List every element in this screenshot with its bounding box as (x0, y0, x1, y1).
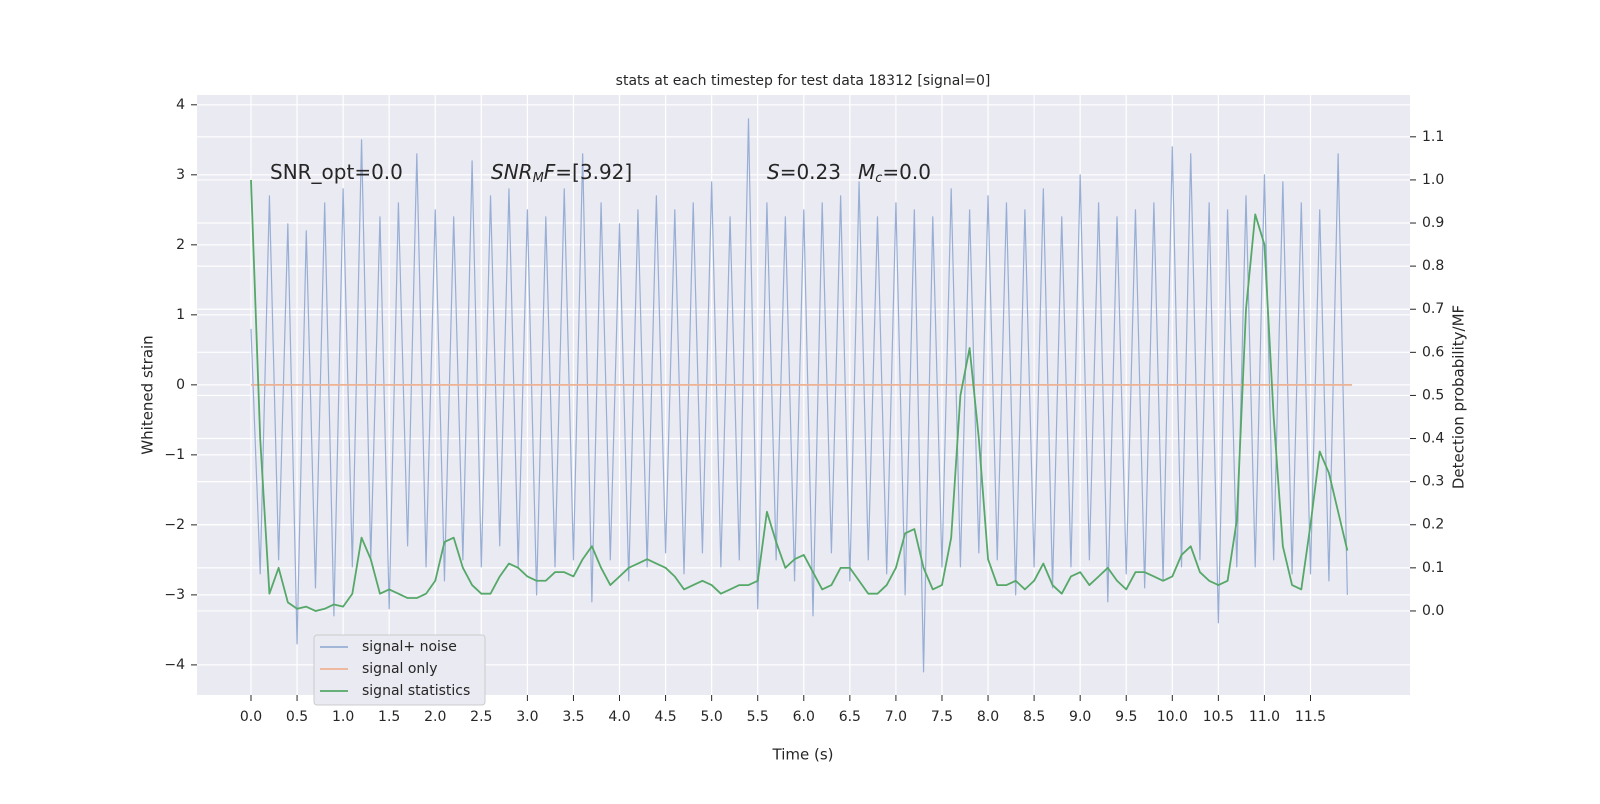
y-tick-label: −1 (164, 447, 185, 463)
x-tick-label: 3.0 (516, 709, 538, 725)
x-tick-label: 7.5 (931, 709, 953, 725)
annotation: SNRMF=[3.92] (491, 160, 632, 186)
x-axis-label: Time (s) (772, 746, 834, 764)
x-tick-label: 7.0 (885, 709, 907, 725)
x-tick-label: 11.0 (1249, 709, 1280, 725)
y2-tick-label: 0.5 (1422, 387, 1444, 403)
annotation-part: SNR_opt=0.0 (270, 160, 403, 184)
annotation-part: SNR (491, 160, 533, 184)
x-tick-label: 2.0 (424, 709, 446, 725)
annotation: S=0.23 (767, 160, 841, 184)
x-tick-label: 1.5 (378, 709, 400, 725)
y-tick-label: −3 (164, 587, 185, 603)
y-tick-label: −2 (164, 517, 185, 533)
y-tick-label: 0 (176, 377, 185, 393)
annotation: SNR_opt=0.0 (270, 160, 403, 184)
x-tick-label: 5.5 (747, 709, 769, 725)
x-tick-label: 4.0 (608, 709, 630, 725)
annotation-part: =0.23 (780, 160, 841, 184)
y2-tick-label: 0.3 (1422, 474, 1444, 490)
y2-tick-label: 1.1 (1422, 129, 1444, 145)
series-line (250, 179, 1349, 612)
x-tick-label: 8.0 (977, 709, 999, 725)
annotation-part: F (544, 160, 556, 184)
y2-tick-label: 1.0 (1422, 172, 1444, 188)
legend-label: signal+ noise (362, 639, 457, 655)
annotation-part: M (533, 171, 544, 186)
annotation: Mc=0.0 (858, 160, 931, 186)
y2-tick-label: 0.2 (1422, 517, 1444, 533)
y-tick-label: 1 (176, 307, 185, 323)
annotation-part: M (858, 160, 875, 184)
y2-tick-label: 0.4 (1422, 431, 1444, 447)
series-line (250, 118, 1348, 673)
x-tick-label: 1.0 (332, 709, 354, 725)
legend: signal+ noise signal only signal statistic… (313, 634, 486, 706)
legend-box (313, 634, 486, 706)
y-tick-label: −4 (164, 657, 185, 673)
chart-title: stats at each timestep for test data 183… (616, 73, 991, 89)
y-tick-label: 4 (176, 97, 185, 113)
annotation-part: c (875, 171, 882, 186)
series-layer (250, 118, 1352, 673)
x-tick-label: 4.5 (654, 709, 676, 725)
y2-tick-label: 0.0 (1422, 603, 1444, 619)
y2-tick-label: 0.8 (1422, 258, 1444, 274)
x-tick-label: 8.5 (1023, 709, 1045, 725)
x-tick-label: 6.0 (793, 709, 815, 725)
legend-label: signal statistics (362, 683, 470, 699)
y2-tick-label: 0.6 (1422, 344, 1444, 360)
y-tick-label: 2 (176, 237, 185, 253)
x-tick-label: 11.5 (1295, 709, 1326, 725)
y2-axis-label: Detection probability/MF (1450, 305, 1468, 489)
legend-label: signal only (362, 661, 437, 677)
annotation-part: =0.0 (882, 160, 931, 184)
y2-tick-label: 0.1 (1422, 560, 1444, 576)
x-tick-label: 10.0 (1157, 709, 1188, 725)
y2-tick-label: 0.9 (1422, 215, 1444, 231)
x-tick-label: 9.5 (1115, 709, 1137, 725)
x-tick-label: 3.5 (562, 709, 584, 725)
x-tick-label: 9.0 (1069, 709, 1091, 725)
annotation-part: S (767, 160, 780, 184)
annotation-part: =[3.92] (555, 160, 632, 184)
x-tick-label: 10.5 (1203, 709, 1234, 725)
x-tick-label: 0.5 (286, 709, 308, 725)
y2-tick-label: 0.7 (1422, 301, 1444, 317)
x-tick-label: 0.0 (240, 709, 262, 725)
x-tick-label: 2.5 (470, 709, 492, 725)
y-axis-label: Whitened strain (139, 335, 157, 454)
y-tick-label: 3 (176, 167, 185, 183)
x-tick-label: 6.5 (839, 709, 861, 725)
x-tick-label: 5.0 (701, 709, 723, 725)
